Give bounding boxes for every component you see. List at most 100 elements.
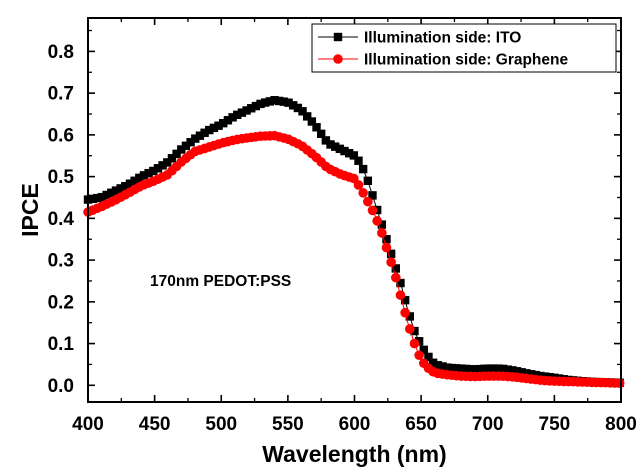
data-point-square — [251, 101, 261, 111]
data-point-square — [494, 364, 503, 373]
data-point-square — [279, 97, 289, 106]
plot-frame — [87, 17, 622, 403]
data-point-square — [452, 364, 461, 373]
data-point-circle — [391, 272, 401, 283]
legend-entry-ito: Illumination side: ITO — [318, 30, 521, 47]
plot-data — [83, 96, 625, 388]
data-point-square — [116, 184, 125, 193]
data-point-square — [414, 337, 424, 346]
data-point-square — [237, 108, 247, 117]
data-point-square — [349, 151, 359, 160]
data-point-square — [340, 146, 349, 156]
series-ito — [83, 96, 624, 387]
data-point-square — [433, 361, 442, 370]
data-point-square — [167, 154, 177, 163]
data-point-square — [293, 103, 303, 113]
data-point-square — [321, 136, 331, 145]
data-point-square — [344, 149, 354, 158]
x-tick-label: 400 — [72, 414, 104, 435]
y-tick-label: 0.8 — [48, 42, 74, 63]
legend-entry-graphene: Illumination side: Graphene — [318, 52, 568, 69]
data-point-square — [200, 128, 209, 137]
data-point-square — [470, 365, 480, 374]
data-point-square — [125, 179, 135, 188]
data-point-square — [270, 96, 279, 105]
data-point-square — [466, 364, 475, 374]
data-point-square — [219, 118, 228, 128]
data-point-square — [512, 367, 522, 376]
y-tick-label: 0.3 — [48, 251, 74, 272]
data-point-circle — [400, 307, 410, 318]
data-point-square — [386, 249, 396, 259]
legend-circle-marker — [333, 54, 343, 64]
y-tick-label: 0.5 — [48, 167, 75, 188]
data-point-circle — [409, 338, 420, 349]
sample-annotation: 170nm PEDOT:PSS — [150, 273, 291, 290]
data-point-square — [400, 295, 410, 305]
series-graphene — [83, 130, 625, 388]
data-point-square — [447, 363, 456, 373]
data-point-square — [517, 368, 526, 377]
data-point-square — [377, 220, 387, 229]
data-point-square — [205, 125, 214, 135]
data-point-square — [508, 366, 517, 375]
data-point-square — [461, 364, 470, 374]
data-point-circle — [395, 290, 406, 300]
data-point-square — [88, 194, 97, 204]
x-tick-label: 750 — [539, 414, 571, 435]
data-point-square — [130, 176, 139, 185]
data-point-square — [111, 186, 121, 195]
data-point-square — [107, 188, 116, 197]
data-point-square — [135, 173, 144, 183]
x-tick-label: 600 — [339, 414, 371, 435]
y-tick-label: 0.6 — [48, 125, 74, 146]
data-point-square — [522, 369, 531, 378]
data-point-square — [330, 142, 340, 151]
data-point-square — [144, 168, 153, 178]
data-point-square — [312, 123, 321, 132]
data-point-square — [265, 97, 275, 106]
legend: Illumination side: ITO Illumination side… — [311, 23, 617, 73]
data-point-circle — [353, 180, 364, 190]
data-point-circle — [386, 257, 396, 267]
data-point-square — [503, 365, 512, 374]
y-tick-label: 0.1 — [48, 334, 75, 355]
x-tick-labels: 400 450 500 550 600 650 700 750 800 — [72, 414, 637, 435]
data-point-circle — [414, 350, 424, 361]
data-point-square — [153, 164, 163, 173]
data-point-square — [256, 99, 265, 109]
x-tick-label: 550 — [272, 414, 304, 435]
x-tick-label: 700 — [472, 414, 504, 435]
data-point-circle — [381, 242, 392, 253]
data-point-square — [233, 110, 242, 120]
x-axis-title: Wavelength (nm) — [262, 441, 446, 467]
data-point-circle — [372, 216, 382, 226]
data-point-square — [382, 235, 391, 244]
data-point-square — [172, 149, 181, 159]
data-point-square — [363, 176, 373, 185]
axis-ticks — [87, 18, 622, 402]
x-tick-label: 650 — [405, 414, 437, 435]
data-point-square — [158, 161, 167, 170]
x-tick-label: 800 — [605, 414, 637, 435]
legend-square-marker — [333, 32, 343, 42]
data-point-square — [121, 182, 130, 191]
y-tick-label: 0.0 — [48, 376, 74, 397]
legend-label-ito: Illumination side: ITO — [364, 30, 521, 47]
data-point-square — [316, 129, 326, 139]
data-point-square — [93, 193, 102, 203]
data-point-square — [405, 312, 414, 321]
data-point-square — [498, 364, 508, 374]
data-point-square — [307, 117, 317, 126]
data-point-square — [177, 145, 186, 154]
data-point-square — [368, 191, 377, 200]
data-point-square — [214, 121, 223, 130]
data-point-square — [358, 164, 368, 174]
data-point-square — [438, 362, 447, 371]
data-point-square — [195, 131, 205, 140]
data-point-square — [526, 370, 536, 379]
data-point-square — [242, 106, 251, 115]
data-point-square — [102, 190, 111, 200]
data-point-square — [475, 364, 484, 374]
